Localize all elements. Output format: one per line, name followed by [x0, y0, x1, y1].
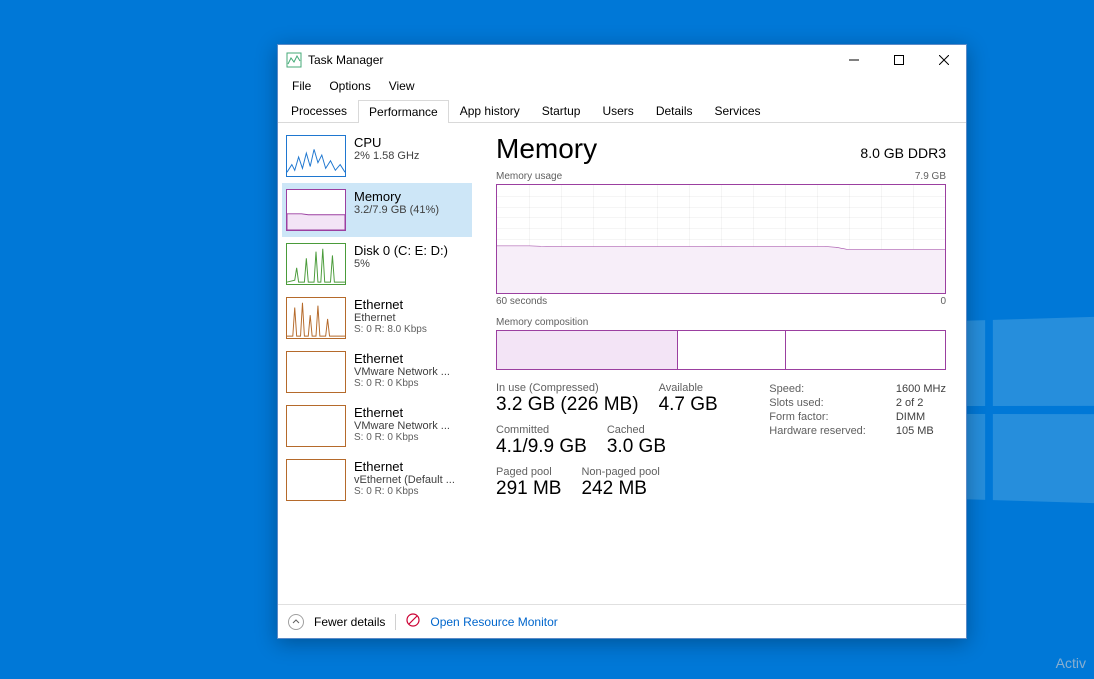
chevron-up-icon[interactable]	[288, 614, 304, 630]
menu-options[interactable]: Options	[321, 77, 378, 95]
tab-details[interactable]: Details	[645, 99, 704, 122]
stat-value: 242 MB	[581, 478, 659, 500]
sidebar-item-ethernet[interactable]: Ethernet VMware Network ... S: 0 R: 0 Kb…	[282, 345, 472, 399]
stat-key: Form factor:	[769, 410, 896, 424]
tab-users[interactable]: Users	[591, 99, 644, 122]
memory-composition-bar	[496, 330, 946, 370]
titlebar[interactable]: Task Manager	[278, 45, 966, 75]
sidebar-item-sub2: S: 0 R: 0 Kbps	[354, 486, 468, 497]
memory-spec: 8.0 GB DDR3	[860, 145, 946, 161]
stat-val: 105 MB	[896, 424, 946, 438]
chart-label-left: Memory usage	[496, 171, 562, 182]
sidebar-thumb	[286, 351, 346, 393]
chart-label-right: 7.9 GB	[915, 171, 946, 182]
tab-startup[interactable]: Startup	[531, 99, 592, 122]
sidebar-item-disk-0-c-e-d-[interactable]: Disk 0 (C: E: D:) 5%	[282, 237, 472, 291]
chart-bottom-left: 60 seconds	[496, 296, 547, 307]
stat-label: Available	[659, 382, 718, 394]
sidebar-thumb	[286, 243, 346, 285]
tab-processes[interactable]: Processes	[280, 99, 358, 122]
chart-bottom-right: 0	[940, 296, 946, 307]
menu-file[interactable]: File	[284, 77, 319, 95]
main-panel: Memory 8.0 GB DDR3 Memory usage 7.9 GB 6…	[476, 123, 966, 604]
stat-value: 291 MB	[496, 478, 561, 500]
task-manager-window: Task Manager FileOptionsView ProcessesPe…	[277, 44, 967, 639]
footer-divider	[395, 614, 396, 630]
sidebar-item-sub: 3.2/7.9 GB (41%)	[354, 204, 468, 216]
memory-usage-chart	[496, 184, 946, 294]
stat-key: Slots used:	[769, 396, 896, 410]
resource-monitor-icon	[406, 613, 420, 630]
sidebar-item-sub: VMware Network ...	[354, 420, 468, 432]
stats-right: Speed:1600 MHzSlots used:2 of 2Form fact…	[769, 382, 946, 508]
sidebar-item-title: Ethernet	[354, 405, 468, 420]
stat-value: 3.2 GB (226 MB)	[496, 394, 639, 416]
stat-key: Hardware reserved:	[769, 424, 896, 438]
sidebar-item-ethernet[interactable]: Ethernet vEthernet (Default ... S: 0 R: …	[282, 453, 472, 507]
sidebar-thumb	[286, 459, 346, 501]
sidebar-item-sub: 2% 1.58 GHz	[354, 150, 468, 162]
sidebar-thumb	[286, 189, 346, 231]
sidebar-item-title: Disk 0 (C: E: D:)	[354, 243, 468, 258]
sidebar-item-sub2: S: 0 R: 0 Kbps	[354, 378, 468, 389]
sidebar-item-sub2: S: 0 R: 8.0 Kbps	[354, 324, 468, 335]
sidebar-item-ethernet[interactable]: Ethernet Ethernet S: 0 R: 8.0 Kbps	[282, 291, 472, 345]
sidebar-item-title: Ethernet	[354, 459, 468, 474]
sidebar-item-memory[interactable]: Memory 3.2/7.9 GB (41%)	[282, 183, 472, 237]
close-button[interactable]	[921, 45, 966, 75]
composition-segment	[786, 331, 945, 369]
sidebar-item-ethernet[interactable]: Ethernet VMware Network ... S: 0 R: 0 Kb…	[282, 399, 472, 453]
tabbar: ProcessesPerformanceApp historyStartupUs…	[278, 97, 966, 123]
stat-val: 1600 MHz	[896, 382, 946, 396]
sidebar-item-sub: vEthernet (Default ...	[354, 474, 468, 486]
stat-val: DIMM	[896, 410, 946, 424]
composition-segment	[497, 331, 678, 369]
stat-value: 4.7 GB	[659, 394, 718, 416]
sidebar-item-sub: Ethernet	[354, 312, 468, 324]
sidebar-item-sub2: S: 0 R: 0 Kbps	[354, 432, 468, 443]
menubar: FileOptionsView	[278, 75, 966, 97]
sidebar-item-title: CPU	[354, 135, 468, 150]
tab-app-history[interactable]: App history	[449, 99, 531, 122]
sidebar-item-sub: 5%	[354, 258, 468, 270]
sidebar: CPU 2% 1.58 GHz Memory 3.2/7.9 GB (41%) …	[278, 123, 476, 604]
menu-view[interactable]: View	[381, 77, 423, 95]
footer: Fewer details Open Resource Monitor	[278, 604, 966, 638]
stats-left: In use (Compressed)3.2 GB (226 MB) Availa…	[496, 382, 739, 508]
composition-segment	[678, 331, 786, 369]
stat-key: Speed:	[769, 382, 896, 396]
activation-watermark: Activ	[1056, 655, 1086, 671]
page-title: Memory	[496, 133, 597, 165]
stat-val: 2 of 2	[896, 396, 946, 410]
stat-label: Committed	[496, 424, 587, 436]
tab-performance[interactable]: Performance	[358, 100, 449, 123]
stat-label: Paged pool	[496, 466, 561, 478]
composition-label: Memory composition	[496, 317, 588, 328]
maximize-button[interactable]	[876, 45, 921, 75]
stat-label: Cached	[607, 424, 666, 436]
stat-value: 3.0 GB	[607, 436, 666, 458]
fewer-details-link[interactable]: Fewer details	[314, 615, 385, 629]
open-resource-monitor-link[interactable]: Open Resource Monitor	[430, 615, 557, 629]
window-title: Task Manager	[308, 53, 831, 67]
sidebar-item-title: Memory	[354, 189, 468, 204]
sidebar-item-title: Ethernet	[354, 297, 468, 312]
stat-label: Non-paged pool	[581, 466, 659, 478]
stat-value: 4.1/9.9 GB	[496, 436, 587, 458]
minimize-button[interactable]	[831, 45, 876, 75]
app-icon	[286, 52, 302, 68]
sidebar-thumb	[286, 405, 346, 447]
sidebar-item-cpu[interactable]: CPU 2% 1.58 GHz	[282, 129, 472, 183]
tab-services[interactable]: Services	[704, 99, 772, 122]
sidebar-item-title: Ethernet	[354, 351, 468, 366]
sidebar-item-sub: VMware Network ...	[354, 366, 468, 378]
sidebar-thumb	[286, 135, 346, 177]
sidebar-thumb	[286, 297, 346, 339]
stat-label: In use (Compressed)	[496, 382, 639, 394]
